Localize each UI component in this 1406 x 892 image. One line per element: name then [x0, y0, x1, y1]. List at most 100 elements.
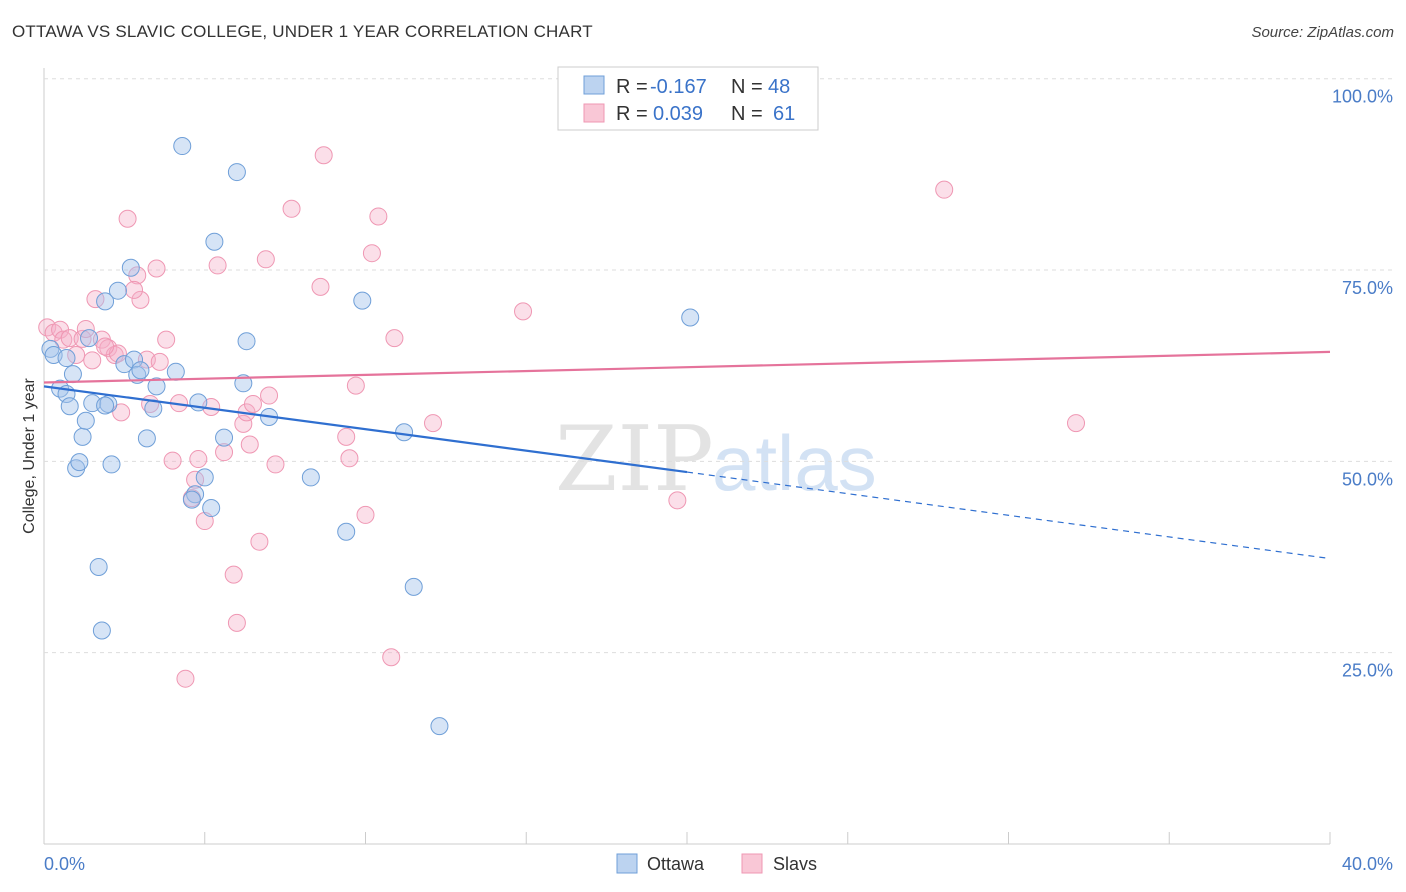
ottawa-point-46 — [131, 361, 150, 380]
slavs-point-59 — [96, 337, 115, 356]
slavs-point-3 — [54, 330, 73, 349]
slavs-point-44 — [340, 449, 359, 468]
legend-swatch-ottawa — [583, 75, 605, 95]
y-tick-label-50: 50.0% — [1342, 469, 1393, 489]
ottawa-trend-solid — [43, 385, 688, 474]
slavs-point-54 — [935, 180, 954, 199]
ottawa-point-5 — [60, 397, 79, 416]
ottawa-point-44 — [681, 308, 700, 327]
ottawa-point-36 — [234, 374, 253, 393]
slavs-point-34 — [234, 414, 253, 433]
x-ticks — [204, 832, 1331, 844]
slavs-point-43 — [337, 427, 356, 446]
slavs-point-8 — [83, 351, 102, 370]
y-axis-title: College, Under 1 year — [21, 378, 38, 534]
slavs-point-17 — [131, 290, 150, 309]
ottawa-point-4 — [57, 349, 76, 368]
legend-r-value-slavs: 0.039 — [653, 103, 703, 125]
ottawa-point-14 — [92, 621, 111, 640]
ottawa-point-42 — [404, 577, 423, 596]
ottawa-point-17 — [102, 455, 121, 474]
slavs-point-22 — [157, 330, 176, 349]
ottawa-point-19 — [115, 355, 134, 374]
slavs-point-21 — [150, 352, 169, 371]
watermark: ZIP atlas — [555, 407, 877, 512]
ottawa-point-11 — [80, 329, 99, 348]
slavs-point-28 — [189, 450, 208, 469]
legend-n-value-slavs: 61 — [773, 103, 795, 125]
slavs-point-16 — [128, 266, 147, 285]
slavs-points — [38, 146, 1086, 688]
y-tick-label-100: 100.0% — [1332, 87, 1393, 107]
slavs-point-38 — [256, 250, 275, 269]
ottawa-point-31 — [202, 499, 221, 518]
ottawa-trend-dashed — [686, 471, 1331, 560]
slavs-point-41 — [311, 277, 330, 296]
slavs-point-20 — [147, 259, 166, 278]
y-tick-label-75: 75.0% — [1342, 278, 1393, 298]
slavs-point-53 — [668, 491, 687, 510]
ottawa-point-32 — [205, 232, 224, 251]
ottawa-point-43 — [430, 717, 449, 736]
legend-n-label-slavs: N = — [731, 103, 763, 125]
legend-swatch-slavs — [583, 103, 605, 123]
slavs-point-29 — [195, 512, 214, 531]
slavs-point-47 — [362, 244, 381, 263]
ottawa-point-39 — [337, 522, 356, 541]
ottawa-point-21 — [125, 350, 144, 369]
ottawa-point-34 — [227, 163, 246, 182]
slavs-point-51 — [424, 414, 443, 433]
legend: R = -0.167 N = 48 R = 0.039 N = 61 — [557, 66, 819, 131]
y-tick-labels: 25.0% 50.0% 75.0% 100.0% — [1332, 87, 1393, 681]
ottawa-point-27 — [173, 137, 192, 156]
slavs-point-58 — [125, 280, 144, 299]
slavs-point-46 — [356, 505, 375, 524]
ottawa-point-25 — [147, 377, 166, 396]
bottom-legend-swatch-ottawa — [616, 853, 638, 874]
slavs-point-49 — [382, 648, 401, 667]
slavs-point-6 — [73, 329, 92, 348]
legend-n-value-ottawa: 48 — [768, 76, 790, 98]
slavs-point-4 — [60, 329, 79, 348]
slavs-point-39 — [266, 455, 285, 474]
slavs-point-37 — [250, 532, 269, 551]
watermark-atlas: atlas — [712, 419, 877, 507]
chart-title: OTTAWA VS SLAVIC COLLEGE, UNDER 1 YEAR C… — [12, 22, 593, 41]
ottawa-point-33 — [215, 428, 234, 447]
ottawa-point-35 — [237, 332, 256, 351]
slavs-point-50 — [385, 329, 404, 348]
bottom-legend: Ottawa Slavs — [616, 853, 817, 874]
ottawa-point-28 — [186, 485, 205, 504]
slavs-point-52 — [514, 302, 533, 321]
slavs-point-48 — [369, 207, 388, 226]
watermark-zip: ZIP — [555, 407, 714, 512]
slavs-point-33 — [224, 565, 243, 584]
slavs-point-23 — [163, 451, 182, 470]
slavs-point-15 — [118, 209, 137, 228]
trend-lines — [43, 350, 1331, 560]
slavs-point-57 — [240, 435, 259, 454]
ottawa-point-26 — [166, 362, 185, 381]
ottawa-point-6 — [63, 365, 82, 384]
ottawa-point-40 — [353, 291, 372, 310]
slavs-point-14 — [112, 403, 131, 422]
slavs-point-45 — [346, 376, 365, 395]
slavs-point-32 — [215, 443, 234, 462]
ottawa-point-20 — [121, 258, 140, 277]
legend-r-label-slavs: R = — [616, 103, 648, 125]
bottom-legend-slavs: Slavs — [773, 854, 817, 874]
legend-r-label-ottawa: R = — [616, 76, 648, 98]
legend-n-label-ottawa: N = — [731, 76, 763, 98]
slavs-point-55 — [1067, 414, 1086, 433]
bottom-legend-ottawa: Ottawa — [647, 854, 705, 874]
slavs-point-31 — [208, 256, 227, 275]
ottawa-point-30 — [195, 468, 214, 487]
x-tick-label-max: 40.0% — [1342, 854, 1393, 874]
slavs-point-5 — [67, 345, 86, 364]
ottawa-point-41 — [395, 423, 414, 442]
x-tick-label-min: 0.0% — [44, 854, 85, 874]
source-label: Source: ZipAtlas.com — [1251, 24, 1394, 41]
ottawa-point-38 — [301, 468, 320, 487]
ottawa-point-47 — [96, 396, 115, 415]
